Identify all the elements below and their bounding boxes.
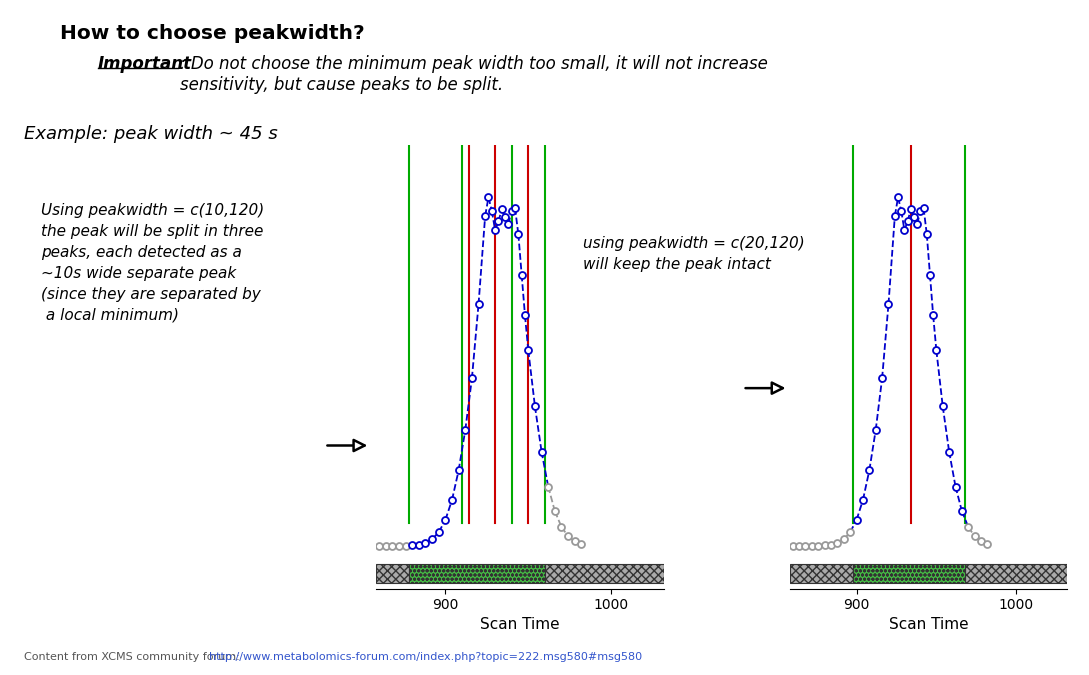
Text: How to choose peakwidth?: How to choose peakwidth? (60, 24, 365, 43)
Bar (790, 564, 854, 583)
Text: using peakwidth = c(20,120)
will keep the peak intact: using peakwidth = c(20,120) will keep th… (583, 236, 805, 272)
Text: http://www.metabolomics-forum.com/index.php?topic=222.msg580#msg580: http://www.metabolomics-forum.com/index.… (209, 651, 643, 662)
X-axis label: Scan Time: Scan Time (480, 616, 560, 632)
Text: Important: Important (98, 55, 192, 74)
Bar (965, 564, 1067, 583)
Bar (544, 564, 664, 583)
Text: Content from XCMS community forum:: Content from XCMS community forum: (24, 651, 243, 662)
Text: Example: peak width ~ 45 s: Example: peak width ~ 45 s (24, 125, 278, 143)
Text: : Do not choose the minimum peak width too small, it will not increase
sensitivi: : Do not choose the minimum peak width t… (180, 55, 768, 94)
X-axis label: Scan Time: Scan Time (889, 616, 968, 632)
Bar (408, 564, 544, 583)
Text: Using peakwidth = c(10,120)
the peak will be split in three
peaks, each detected: Using peakwidth = c(10,120) the peak wil… (41, 202, 265, 323)
Bar (376, 564, 408, 583)
Bar (854, 564, 965, 583)
